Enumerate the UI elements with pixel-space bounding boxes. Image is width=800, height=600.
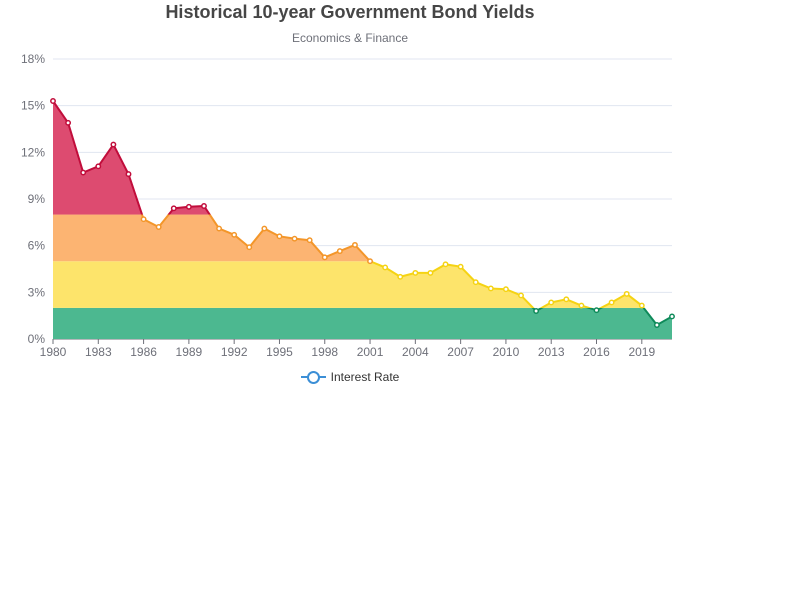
legend-label: Interest Rate [330, 370, 400, 384]
data-point [669, 313, 675, 320]
x-tick-label: 2007 [447, 345, 474, 359]
legend-item-interest-rate[interactable]: Interest Rate [300, 370, 400, 384]
y-tick-label: 3% [28, 285, 46, 299]
x-tick-label: 1992 [221, 345, 248, 359]
data-point [125, 171, 132, 178]
y-tick-label: 0% [28, 332, 46, 346]
x-tick-label: 1986 [130, 345, 157, 359]
data-point [50, 98, 56, 104]
data-point [306, 237, 313, 244]
data-point [397, 273, 404, 280]
chart-subtitle: Economics & Finance [291, 31, 409, 45]
x-tick-label: 1989 [176, 345, 203, 359]
y-tick-label: 6% [28, 239, 46, 253]
data-point [336, 248, 343, 255]
data-point [502, 286, 509, 293]
data-point [608, 299, 615, 306]
area-band [53, 101, 672, 215]
data-point [246, 244, 253, 251]
data-point [518, 292, 524, 299]
x-tick-label: 1980 [40, 345, 67, 359]
legend-marker-icon [306, 371, 320, 384]
x-tick-label: 2016 [583, 345, 610, 359]
legend-line-icon [300, 370, 326, 384]
x-tick-label: 2013 [538, 345, 565, 359]
data-point [638, 302, 645, 309]
y-tick-label: 15% [21, 99, 45, 113]
x-tick-label: 2001 [357, 345, 384, 359]
x-tick-label: 1995 [266, 345, 293, 359]
x-tick-label: 2019 [628, 345, 655, 359]
data-point [533, 308, 540, 314]
data-point [412, 269, 419, 276]
data-point [321, 254, 328, 261]
data-point [110, 141, 117, 148]
x-tick-label: 2010 [493, 345, 520, 359]
data-point [140, 216, 147, 223]
x-tick-label: 1998 [311, 345, 338, 359]
data-point [548, 299, 555, 306]
y-tick-label: 12% [21, 145, 45, 159]
data-point [170, 205, 177, 212]
data-point [578, 302, 585, 309]
data-point [382, 264, 389, 271]
data-point [201, 203, 207, 209]
data-point [65, 119, 72, 126]
data-point [95, 163, 102, 170]
x-tick-label: 2004 [402, 345, 429, 359]
data-point [155, 224, 162, 230]
area-band [53, 307, 672, 339]
data-point [623, 290, 630, 297]
data-point [487, 285, 494, 292]
data-point [442, 261, 449, 268]
data-point [472, 279, 479, 286]
data-point [563, 296, 570, 303]
data-point [185, 203, 192, 210]
data-point [231, 231, 238, 238]
data-point [261, 225, 268, 232]
chart-legend: Interest Rate [0, 370, 700, 387]
x-tick-label: 1983 [85, 345, 112, 359]
y-tick-label: 9% [28, 192, 46, 206]
data-point [276, 233, 283, 240]
chart-title: Historical 10-year Government Bond Yield… [165, 2, 535, 22]
data-point [457, 263, 464, 270]
area-band [53, 261, 672, 308]
data-point [427, 269, 434, 276]
data-point [352, 241, 358, 248]
data-point [367, 258, 373, 265]
data-point [593, 307, 600, 314]
data-point [80, 169, 87, 176]
data-point [216, 225, 223, 232]
data-point [291, 235, 298, 242]
data-point [653, 322, 660, 328]
y-tick-label: 18% [21, 52, 45, 66]
